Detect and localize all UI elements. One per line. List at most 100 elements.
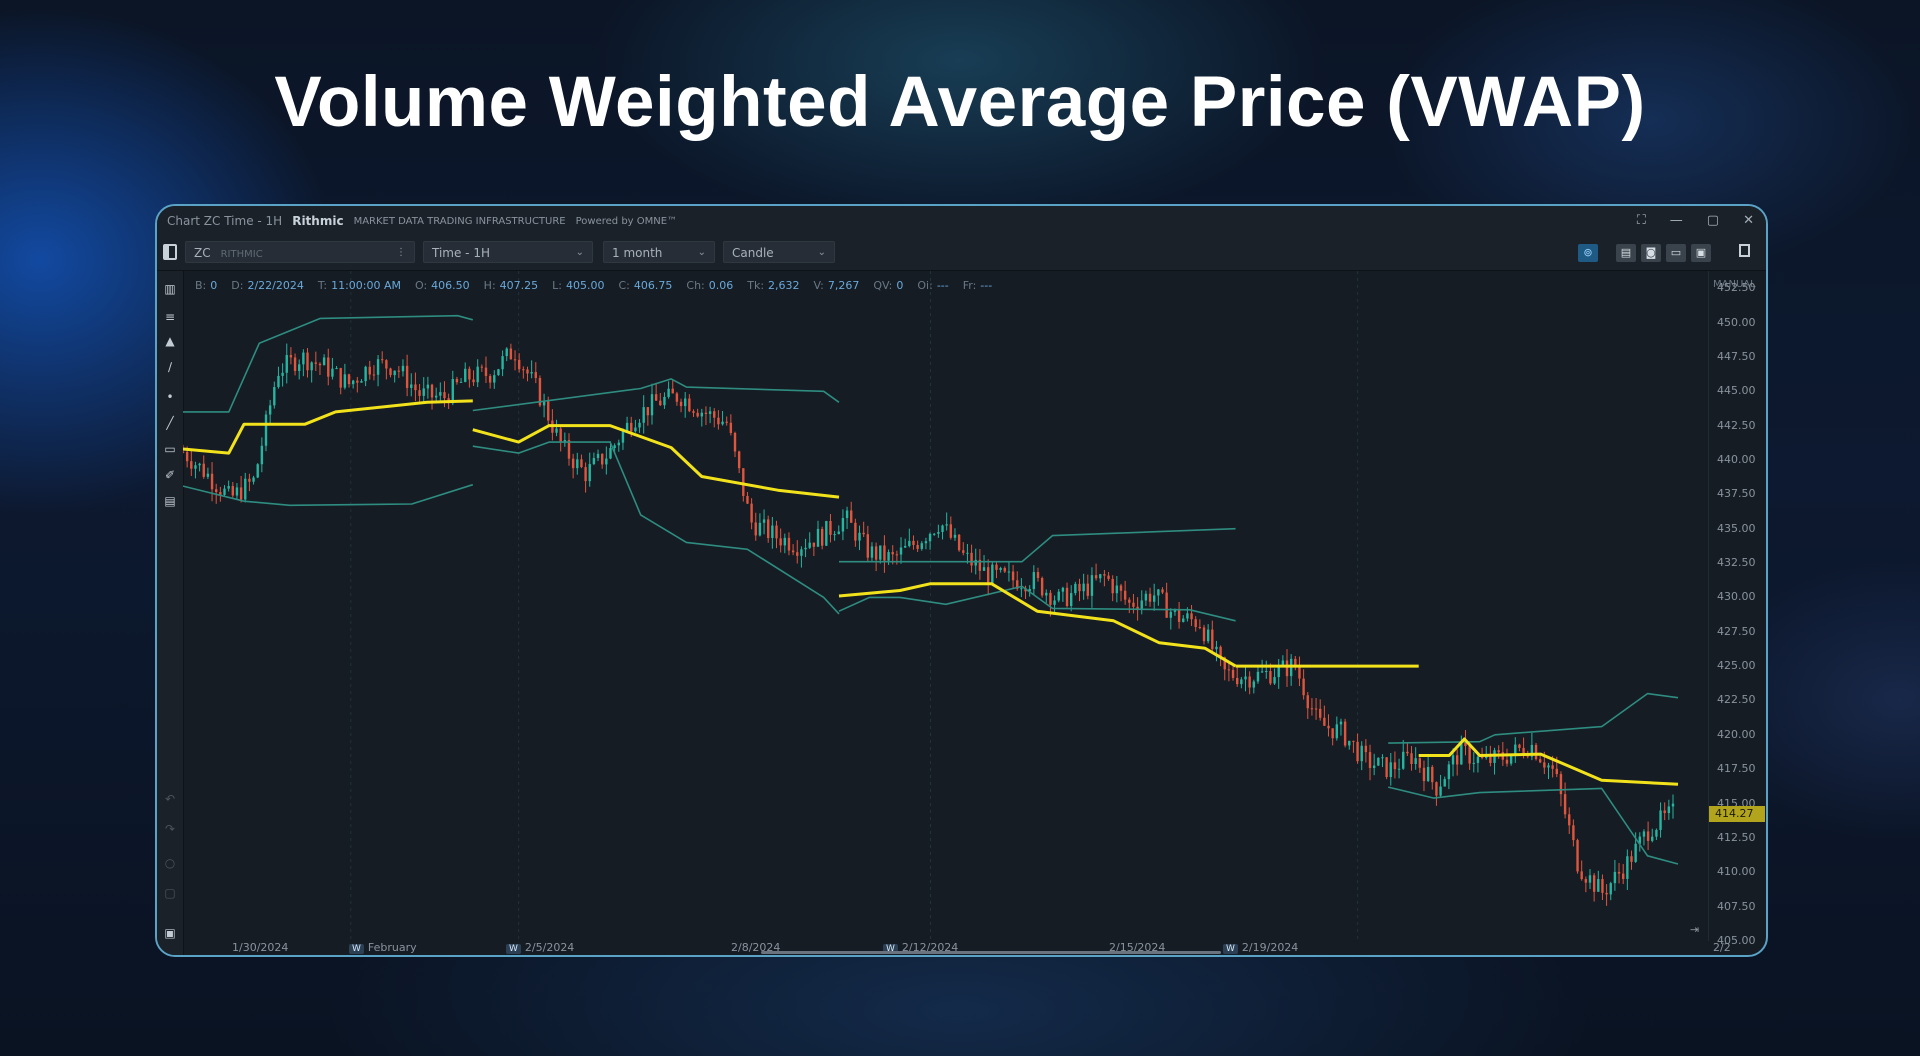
delete-icon[interactable]: ▢ <box>164 886 176 900</box>
candle-down <box>567 440 571 459</box>
candle-down <box>318 363 322 366</box>
price-tick: 412.50 <box>1717 830 1756 844</box>
candle-down <box>1435 782 1438 796</box>
candle-up <box>1240 679 1243 685</box>
candle-up <box>343 374 347 388</box>
candle-up <box>1082 583 1085 592</box>
candle-up <box>638 422 641 428</box>
time-axis[interactable]: 1/30/2024 W February W 2/5/2024 2/8/2024 W 2/12… <box>183 941 1764 955</box>
price-tick: 425.00 <box>1717 659 1756 673</box>
candle-up <box>953 534 957 538</box>
visibility-icon[interactable]: ○ <box>164 856 176 870</box>
candle-up <box>762 519 766 523</box>
marker-icon[interactable]: • <box>166 390 174 404</box>
candle-down <box>750 503 753 523</box>
candle-up <box>1140 600 1143 610</box>
more-options-icon[interactable]: ⋮ <box>396 247 406 258</box>
candle-up <box>1377 757 1380 766</box>
candle-down <box>883 545 886 561</box>
info-ticks: Tk: 2,632 <box>747 279 800 292</box>
alert-icon[interactable]: ▲ <box>165 334 175 348</box>
candle-down <box>1584 879 1588 883</box>
price-scale-mode[interactable]: MANUAL <box>1713 279 1756 290</box>
candle-down <box>231 486 235 496</box>
crosshair-icon[interactable]: ⊚ <box>1578 244 1598 262</box>
candle-up <box>198 463 201 466</box>
price-axis[interactable]: MANUAL 452.50 450.00 447.50 445.00 442.50 440… <box>1708 271 1765 947</box>
chevron-down-icon: ⌄ <box>697 247 706 258</box>
candle-down <box>866 534 870 558</box>
restore-icon[interactable]: ▢ <box>1706 213 1720 228</box>
redo-icon[interactable]: ↷ <box>164 822 176 836</box>
candle-down <box>659 400 662 406</box>
candle-up <box>1514 744 1517 755</box>
candle-down <box>1165 592 1168 618</box>
info-time: T: 11:00:00 AM <box>317 279 401 292</box>
candle-up <box>273 387 276 406</box>
candle-down <box>215 489 218 493</box>
maximize-icon[interactable]: ⛶ <box>1636 213 1646 228</box>
vwap-upper-band <box>839 527 1236 563</box>
candle-down <box>1572 825 1575 841</box>
candle-up <box>758 522 762 536</box>
chart-plot-area[interactable]: B: 0 D: 2/22/2024 T: 11:00:00 AM O: 406.50 H… <box>183 271 1708 941</box>
candle-down <box>1269 670 1272 684</box>
draw-line-icon[interactable]: ∕ <box>167 360 173 374</box>
scroll-to-end-icon[interactable]: ⇥ <box>1690 923 1700 936</box>
side-panel-toggle-icon[interactable] <box>163 244 177 260</box>
candle-up <box>1244 676 1247 680</box>
candle-up <box>1588 875 1592 883</box>
info-date: D: 2/22/2024 <box>231 279 304 292</box>
candle-down <box>767 519 770 539</box>
candle-down <box>1534 744 1538 760</box>
candle-down <box>862 532 865 535</box>
candle-up <box>650 394 654 416</box>
objects-list-icon[interactable]: ▤ <box>164 494 176 508</box>
candle-down <box>405 365 409 388</box>
candle-down <box>729 422 733 433</box>
candle-up <box>1609 883 1612 895</box>
trendline-icon[interactable]: ╱ <box>166 416 174 430</box>
candle-up <box>1426 766 1430 782</box>
candle-down <box>289 355 293 358</box>
candle-down <box>488 375 492 383</box>
close-icon[interactable]: ✕ <box>1743 213 1754 228</box>
candle-down <box>526 369 529 374</box>
layers-icon[interactable]: ≡ <box>164 310 176 324</box>
candle-down <box>1410 753 1413 764</box>
candle-up <box>1144 593 1148 601</box>
candle-up <box>1360 745 1363 762</box>
candle-down <box>854 522 857 541</box>
range-dropdown[interactable]: 1 month ⌄ <box>603 241 715 263</box>
candle-up <box>268 405 272 415</box>
candle-up <box>393 370 396 376</box>
candle-down <box>1543 762 1546 768</box>
candle-up <box>1335 724 1339 739</box>
undo-icon[interactable]: ↶ <box>164 792 176 806</box>
time-label: W 2/19/2024 <box>1223 941 1298 954</box>
chart-style-dropdown[interactable]: Candle ⌄ <box>723 241 835 263</box>
candle-up <box>903 546 907 548</box>
timeframe-dropdown[interactable]: Time - 1H ⌄ <box>423 241 593 263</box>
save-icon[interactable]: ▣ <box>1691 244 1711 262</box>
candle-down <box>559 428 562 443</box>
candle-up <box>1655 829 1658 837</box>
candle-down <box>468 368 471 380</box>
rectangle-icon[interactable]: ▭ <box>164 442 176 456</box>
template-icon[interactable]: ▤ <box>1616 244 1636 262</box>
settings-icon[interactable]: ▣ <box>164 926 176 940</box>
chart-toolbar: ZC RITHMIC ⋮ Time - 1H ⌄ 1 month ⌄ Candle… <box>157 236 1766 271</box>
candle-up <box>887 552 890 561</box>
link-icon[interactable]: ▭ <box>1666 244 1686 262</box>
pencil-icon[interactable]: ✐ <box>164 468 176 482</box>
candle-down <box>1356 741 1359 762</box>
vwap-lower-band <box>1388 786 1679 865</box>
candle-up <box>464 368 467 382</box>
time-scrollbar[interactable] <box>761 951 1221 954</box>
indicators-icon[interactable]: ▥ <box>164 282 176 296</box>
symbol-selector[interactable]: ZC RITHMIC ⋮ <box>185 241 415 263</box>
vwap-lower-band <box>838 585 1236 622</box>
panel-right-icon[interactable] <box>1734 244 1754 262</box>
minimize-icon[interactable]: — <box>1669 213 1683 228</box>
lock-icon[interactable]: ◙ <box>1641 244 1661 262</box>
